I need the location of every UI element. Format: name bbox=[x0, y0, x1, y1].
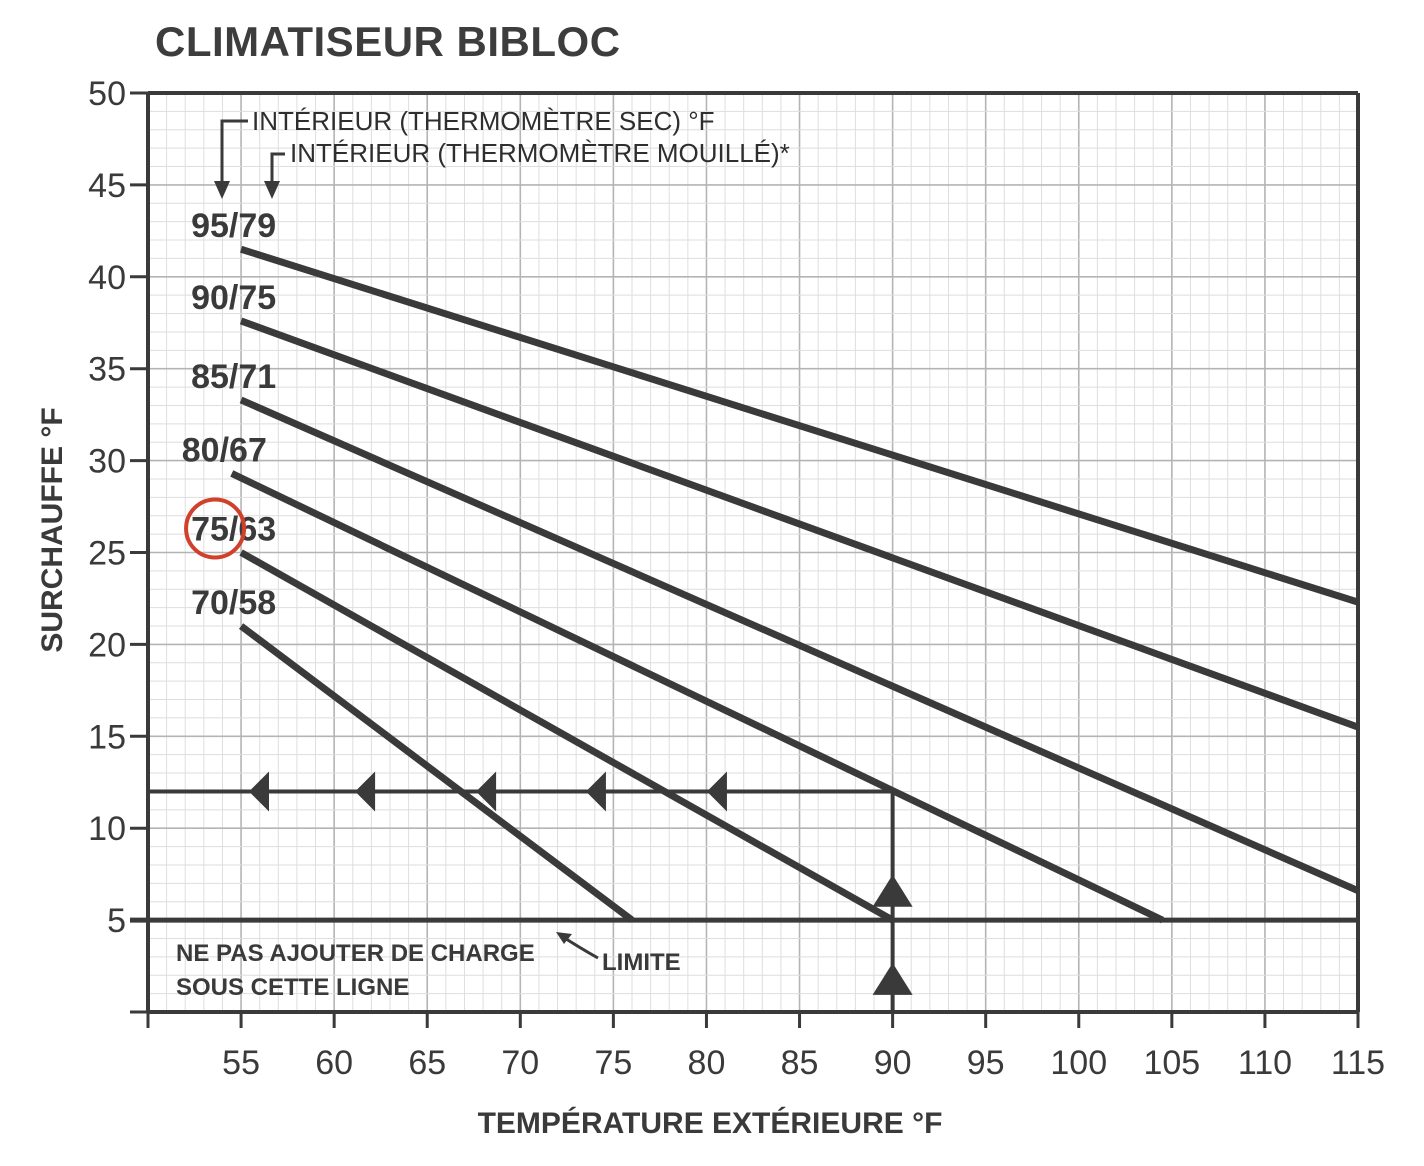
y-tick-label: 50 bbox=[88, 75, 126, 113]
chart-title: CLIMATISEUR BIBLOC bbox=[155, 18, 621, 65]
series-label: 95/79 bbox=[191, 207, 276, 245]
y-tick-label: 5 bbox=[107, 902, 126, 940]
x-tick-label: 105 bbox=[1143, 1044, 1200, 1082]
x-axis-label: TEMPÉRATURE EXTÉRIEURE °F bbox=[478, 1106, 943, 1140]
x-tick-label: 110 bbox=[1238, 1044, 1292, 1082]
series-label: 75/63 bbox=[191, 511, 276, 549]
limit-note-line2: SOUS CETTE LIGNE bbox=[176, 974, 409, 1001]
x-tick-label: 90 bbox=[874, 1044, 912, 1082]
dry-bulb-arrowhead bbox=[214, 181, 230, 199]
x-tick-label: 65 bbox=[408, 1044, 446, 1082]
wet-bulb-pointer bbox=[270, 152, 285, 185]
reading-left-arrowhead bbox=[355, 771, 376, 812]
wet-bulb-annotation: INTÉRIEUR (THERMOMÈTRE MOUILLÉ)* bbox=[290, 138, 790, 168]
reading-left-arrowhead bbox=[476, 771, 497, 812]
x-tick-label: 95 bbox=[967, 1044, 1005, 1082]
limit-label: LIMITE bbox=[602, 949, 681, 976]
x-tick-label: 115 bbox=[1331, 1044, 1385, 1082]
reading-left-arrowhead bbox=[249, 771, 269, 812]
series-line bbox=[239, 549, 895, 924]
series-label: 85/71 bbox=[191, 358, 276, 396]
x-tick-label: 70 bbox=[501, 1044, 539, 1082]
series-label: 80/67 bbox=[182, 431, 267, 469]
reading-up-arrowhead bbox=[872, 874, 913, 907]
dry-bulb-pointer bbox=[220, 119, 248, 185]
x-tick-label: 60 bbox=[315, 1044, 353, 1082]
series-line bbox=[239, 317, 1360, 731]
y-tick-label: 45 bbox=[88, 167, 126, 205]
series-line bbox=[240, 245, 1360, 606]
series-label: 70/58 bbox=[191, 584, 276, 622]
highlight-circle bbox=[184, 497, 247, 560]
limit-note-line1: NE PAS AJOUTER DE CHARGE bbox=[176, 940, 535, 967]
x-tick-label: 55 bbox=[222, 1044, 260, 1082]
y-tick-label: 15 bbox=[88, 718, 126, 756]
y-tick-label: 25 bbox=[88, 535, 126, 573]
dry-bulb-annotation: INTÉRIEUR (THERMOMÈTRE SEC) °F bbox=[252, 106, 715, 136]
y-tick-label: 30 bbox=[88, 443, 126, 481]
wet-bulb-arrowhead bbox=[264, 181, 280, 199]
x-tick-label: 85 bbox=[781, 1044, 819, 1082]
series-line bbox=[238, 623, 635, 923]
y-tick-label: 40 bbox=[88, 259, 126, 297]
reading-up-arrowhead bbox=[872, 962, 913, 995]
x-tick-label: 80 bbox=[688, 1044, 726, 1082]
y-tick-label: 10 bbox=[88, 810, 126, 848]
reading-left-arrowhead bbox=[585, 771, 606, 812]
limit-pointer-arrowhead bbox=[556, 932, 572, 944]
y-tick-label: 35 bbox=[88, 351, 126, 389]
series-line bbox=[230, 470, 1165, 924]
x-tick-label: 75 bbox=[594, 1044, 632, 1082]
y-axis-label: SURCHAUFFE °F bbox=[36, 407, 69, 652]
series-line bbox=[239, 396, 1360, 894]
series-label: 90/75 bbox=[191, 279, 276, 317]
grid bbox=[147, 92, 1359, 1013]
x-tick-label: 100 bbox=[1050, 1044, 1107, 1082]
y-tick-label: 20 bbox=[88, 626, 126, 664]
reading-left-arrowhead bbox=[706, 771, 727, 812]
